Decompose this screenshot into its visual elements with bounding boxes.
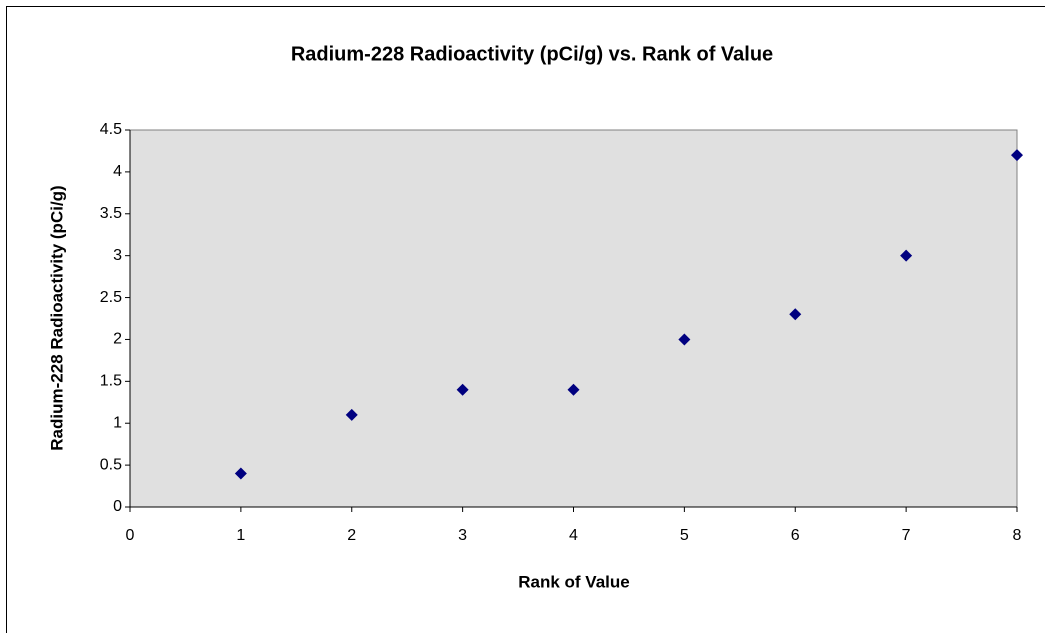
data-point	[789, 308, 802, 321]
y-tick-label: 3	[113, 247, 122, 264]
data-point	[1011, 149, 1023, 162]
y-tick-label: 2	[113, 331, 122, 348]
x-tick-label: 4	[569, 527, 578, 544]
y-tick-label: 4.5	[100, 121, 122, 138]
x-tick-label: 3	[458, 527, 467, 544]
data-point	[567, 383, 580, 396]
plot-area	[129, 129, 1018, 508]
y-tick-label: 0.5	[100, 456, 122, 473]
y-tick-label: 1.5	[100, 373, 122, 390]
y-axis-label: Radium-228 Radioactivity (pCi/g)	[47, 185, 66, 450]
chart-title: Radium-228 Radioactivity (pCi/g) vs. Ran…	[291, 43, 773, 65]
data-point	[678, 333, 691, 346]
x-axis-label: Rank of Value	[518, 572, 629, 591]
x-tick-label: 7	[902, 527, 911, 544]
y-tick-label: 4	[113, 163, 122, 180]
x-tick-label: 6	[791, 527, 800, 544]
data-point	[345, 408, 358, 421]
y-tick-label: 2.5	[100, 289, 122, 306]
x-tick-label: 1	[236, 527, 245, 544]
data-point	[900, 249, 913, 262]
x-tick-label: 5	[680, 527, 689, 544]
data-point	[234, 467, 247, 480]
x-tick-label: 2	[347, 527, 356, 544]
y-tick-label: 3.5	[100, 205, 122, 222]
y-tick-label: 0	[113, 498, 122, 515]
x-tick-label: 0	[126, 527, 135, 544]
y-tick-label: 1	[113, 414, 122, 431]
data-point	[456, 383, 469, 396]
x-tick-label: 8	[1013, 527, 1022, 544]
